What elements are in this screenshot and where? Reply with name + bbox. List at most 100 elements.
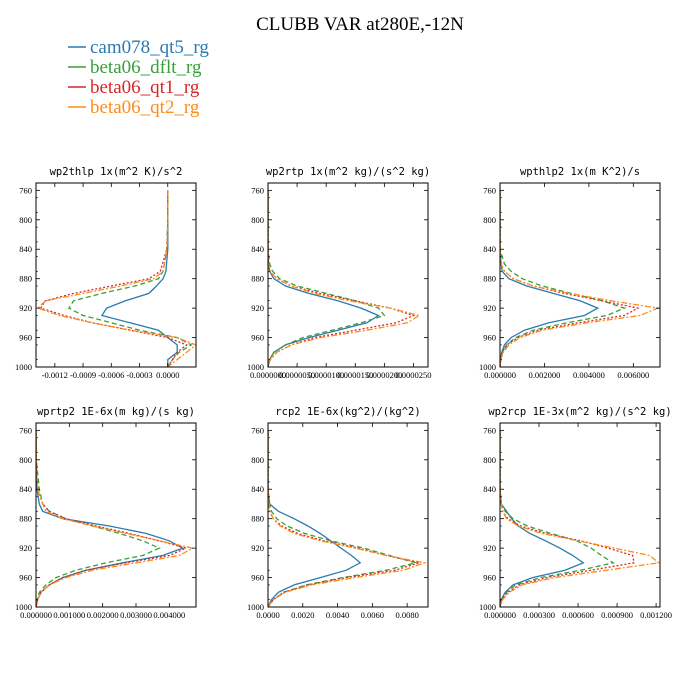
y-tick-label: 800 bbox=[19, 455, 32, 465]
series-line bbox=[268, 190, 386, 367]
y-tick-label: 800 bbox=[483, 455, 496, 465]
series-line bbox=[500, 430, 635, 607]
series-line bbox=[100, 190, 178, 367]
y-tick-label: 920 bbox=[251, 543, 264, 553]
chart-panel: wprtp2 1E-6x(m kg)/(s kg) 760 800 840 880 920… bbox=[15, 406, 197, 620]
series-line bbox=[36, 430, 195, 607]
series-line bbox=[500, 190, 600, 367]
series-line bbox=[500, 190, 627, 367]
y-tick-label: 1000 bbox=[479, 362, 496, 372]
y-tick-label: 880 bbox=[483, 514, 496, 524]
chart-panel: wpthlp2 1x(m K^2)/s 760 800 840 880 920 960 100… bbox=[479, 166, 661, 380]
x-tick-label: 0.000000 bbox=[484, 370, 516, 380]
y-tick-label: 840 bbox=[483, 484, 496, 494]
series-line bbox=[67, 190, 193, 367]
chart-panel: rcp2 1E-6x(kg^2)/(kg^2) 760 800 840 880 920 96… bbox=[247, 406, 429, 620]
x-tick-label: 0.0020 bbox=[291, 610, 314, 620]
y-tick-label: 800 bbox=[251, 455, 264, 465]
y-tick-label: 840 bbox=[251, 244, 264, 254]
y-tick-label: 1000 bbox=[479, 602, 496, 612]
x-tick-label: 0.004000 bbox=[573, 370, 605, 380]
x-tick-label: 0.0000 bbox=[256, 610, 279, 620]
y-tick-label: 880 bbox=[251, 274, 264, 284]
series-line bbox=[268, 430, 422, 607]
y-tick-label: 760 bbox=[483, 425, 496, 435]
y-tick-label: 960 bbox=[19, 573, 32, 583]
chart-panel: wp2thlp 1x(m^2 K)/s^2 760 800 840 880 920 960 1… bbox=[15, 166, 197, 380]
y-tick-label: 800 bbox=[19, 215, 32, 225]
series-line bbox=[500, 430, 615, 607]
y-tick-label: 1000 bbox=[247, 362, 264, 372]
series-line bbox=[268, 190, 380, 367]
y-tick-label: 840 bbox=[251, 484, 264, 494]
x-tick-label: 0.0000000 bbox=[250, 370, 286, 380]
x-tick-label: 0.0060 bbox=[361, 610, 384, 620]
y-tick-label: 760 bbox=[19, 185, 32, 195]
y-tick-label: 760 bbox=[19, 425, 32, 435]
series-line bbox=[268, 430, 427, 607]
x-tick-label: -0.0012 bbox=[42, 370, 68, 380]
x-tick-label: 0.001200 bbox=[640, 610, 672, 620]
y-tick-label: 840 bbox=[19, 484, 32, 494]
x-tick-label: 0.000300 bbox=[523, 610, 555, 620]
legend-entry: beta06_dflt_rg bbox=[68, 57, 202, 78]
y-tick-label: 920 bbox=[483, 543, 496, 553]
series-line bbox=[500, 430, 660, 607]
y-tick-label: 800 bbox=[251, 215, 264, 225]
x-tick-label: 0.003000 bbox=[120, 610, 152, 620]
y-tick-label: 760 bbox=[251, 425, 264, 435]
y-tick-label: 840 bbox=[19, 244, 32, 254]
legend-entry: cam078_qt5_rg bbox=[68, 37, 209, 58]
y-tick-label: 760 bbox=[251, 185, 264, 195]
x-tick-label: -0.0003 bbox=[126, 370, 152, 380]
plot-frame bbox=[499, 182, 661, 368]
y-tick-label: 920 bbox=[19, 303, 32, 313]
x-tick-label: 0.000000 bbox=[484, 610, 516, 620]
y-tick-label: 960 bbox=[251, 573, 264, 583]
plot-frame bbox=[499, 422, 661, 608]
panel-title: wp2thlp 1x(m^2 K)/s^2 bbox=[50, 166, 183, 178]
y-tick-label: 760 bbox=[483, 185, 496, 195]
y-tick-label: 960 bbox=[483, 333, 496, 343]
plot-frame bbox=[267, 422, 429, 608]
x-tick-label: 0.0000100 bbox=[308, 370, 344, 380]
y-tick-label: 840 bbox=[483, 244, 496, 254]
legend-entry: beta06_qt1_rg bbox=[68, 77, 200, 98]
y-tick-label: 1000 bbox=[247, 602, 264, 612]
panel-title: wp2rtp 1x(m^2 kg)/(s^2 kg) bbox=[266, 166, 430, 178]
legend-label: beta06_qt1_rg bbox=[90, 77, 200, 98]
series-line bbox=[268, 430, 419, 607]
figure-title: CLUBB VAR at280E,-12N bbox=[256, 14, 464, 35]
x-tick-label: 0.0000 bbox=[156, 370, 179, 380]
series-line bbox=[268, 190, 421, 367]
legend-entry: beta06_qt2_rg bbox=[68, 97, 200, 118]
x-tick-label: 0.0000050 bbox=[279, 370, 315, 380]
chart-panel: wp2rcp 1E-3x(m^2 kg)/(s^2 kg) 760 800 840 88… bbox=[479, 406, 672, 620]
series-line bbox=[268, 430, 362, 607]
panels-grid: wp2thlp 1x(m^2 K)/s^2 760 800 840 880 920 960 1… bbox=[15, 166, 672, 620]
panel-title: wp2rcp 1E-3x(m^2 kg)/(s^2 kg) bbox=[488, 406, 671, 418]
x-tick-label: 0.0080 bbox=[395, 610, 418, 620]
panel-title: wprtp2 1E-6x(m kg)/(s kg) bbox=[37, 406, 195, 418]
panel-title: wpthlp2 1x(m K^2)/s bbox=[520, 166, 640, 178]
series-line bbox=[39, 190, 188, 367]
y-tick-label: 960 bbox=[19, 333, 32, 343]
y-tick-label: 880 bbox=[19, 514, 32, 524]
y-tick-label: 800 bbox=[483, 215, 496, 225]
legend-label: beta06_qt2_rg bbox=[90, 97, 200, 118]
y-tick-label: 920 bbox=[19, 543, 32, 553]
y-tick-label: 920 bbox=[483, 303, 496, 313]
x-tick-label: 0.0000250 bbox=[395, 370, 431, 380]
x-tick-label: 0.004000 bbox=[153, 610, 185, 620]
series-line bbox=[36, 430, 188, 607]
series-line bbox=[36, 190, 196, 367]
series-line bbox=[500, 190, 660, 367]
plot-frame bbox=[267, 182, 429, 368]
plot-frame bbox=[35, 182, 197, 368]
x-tick-label: 0.000900 bbox=[601, 610, 633, 620]
y-tick-label: 960 bbox=[483, 573, 496, 583]
x-tick-label: 0.002000 bbox=[529, 370, 561, 380]
legend-label: beta06_dflt_rg bbox=[90, 57, 202, 78]
y-tick-label: 880 bbox=[251, 514, 264, 524]
